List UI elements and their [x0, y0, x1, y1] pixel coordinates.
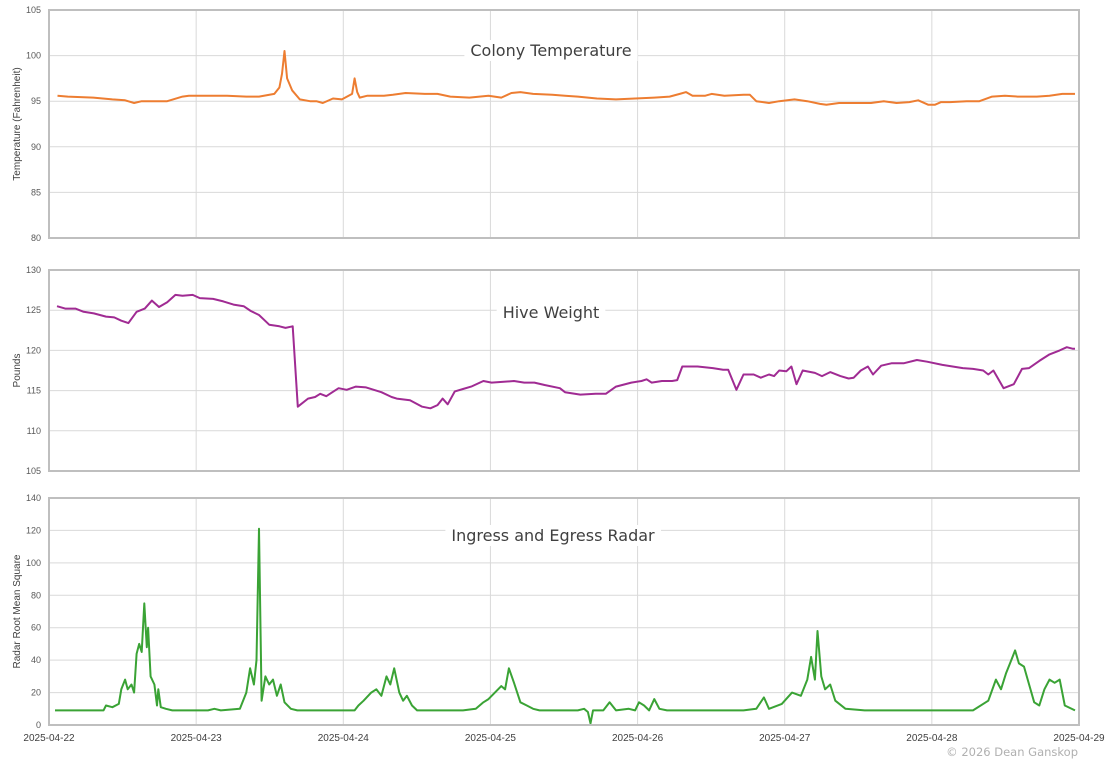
title-background	[445, 525, 662, 546]
y-tick-label: 105	[26, 466, 41, 476]
x-tick-label: 2025-04-27	[759, 733, 811, 744]
y-tick-label: 100	[26, 51, 41, 61]
y-tick-label: 40	[31, 655, 41, 665]
y-tick-label: 105	[26, 5, 41, 15]
y-axis-label: Temperature (Fahrenheit)	[12, 67, 23, 180]
plot-frame	[48, 497, 1080, 726]
x-tick-label: 2025-04-23	[171, 733, 223, 744]
y-tick-label: 140	[26, 493, 41, 503]
y-tick-label: 80	[31, 233, 41, 243]
y-tick-label: 120	[26, 345, 41, 355]
y-axis-label: Radar Root Mean Square	[12, 554, 23, 668]
chart-title: Hive Weight	[503, 303, 600, 322]
y-tick-label: 80	[31, 590, 41, 600]
colony-temperature-chart: 80 85 90 95 100 105 Colony Temperature Temperat…	[12, 5, 1080, 243]
x-tick-label: 2025-04-28	[906, 733, 958, 744]
title-background	[464, 40, 638, 61]
y-tick-label: 85	[31, 187, 41, 197]
data-series-line	[57, 50, 1075, 106]
y-tick-label: 125	[26, 305, 41, 315]
x-tick-label: 2025-04-22	[23, 733, 75, 744]
x-tick-label: 2025-04-29	[1053, 733, 1105, 744]
y-tick-label: 130	[26, 265, 41, 275]
data-series-line	[55, 527, 1076, 725]
y-tick-label: 0	[36, 720, 41, 730]
x-tick-label: 2025-04-24	[318, 733, 370, 744]
x-axis-labels: 2025-04-22 2025-04-23 2025-04-24 2025-04-25…	[23, 733, 1105, 744]
data-series-line	[56, 293, 1075, 410]
y-tick-label: 115	[27, 386, 41, 396]
title-background	[496, 302, 606, 323]
y-tick-label: 100	[26, 558, 41, 568]
x-tick-label: 2025-04-25	[465, 733, 517, 744]
plot-frame	[48, 9, 1080, 239]
y-axis-label: Pounds	[12, 354, 23, 388]
chart-title: Colony Temperature	[470, 41, 631, 60]
y-tick-label: 20	[31, 688, 41, 698]
hive-weight-chart: 105 110 115 120 125 130 Hive Weight Pounds	[12, 265, 1080, 476]
y-tick-label: 120	[26, 525, 41, 535]
y-tick-label: 95	[31, 96, 41, 106]
copyright-text: © 2026 Dean Ganskop	[946, 745, 1078, 759]
x-tick-label: 2025-04-26	[612, 733, 664, 744]
y-tick-label: 110	[27, 426, 41, 436]
radar-chart: 0 20 40 60 80 100 120 140 Ingress and Egress Rad…	[12, 493, 1080, 730]
y-tick-label: 90	[31, 142, 41, 152]
y-tick-label: 60	[31, 623, 41, 633]
plot-frame	[48, 269, 1080, 472]
chart-title: Ingress and Egress Radar	[451, 526, 655, 545]
